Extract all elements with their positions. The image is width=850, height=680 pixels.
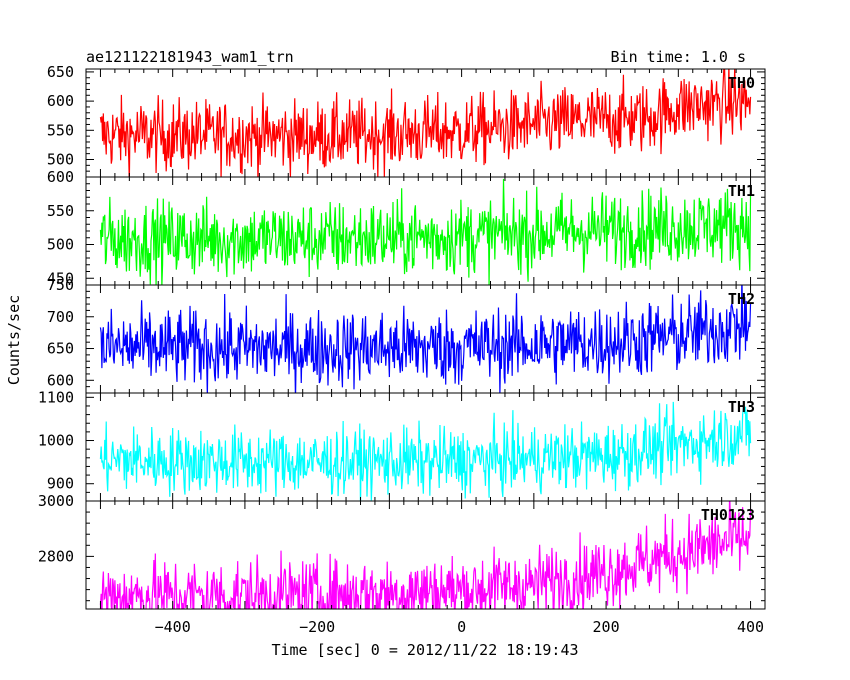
y-tick-label: 550 [47, 202, 74, 220]
y-tick-label: 550 [47, 121, 74, 139]
chart-title: ae121122181943_wam1_trn [86, 48, 294, 66]
x-tick-label: 400 [737, 618, 764, 636]
series-line-th1 [99, 178, 752, 285]
panel-th0: 500 550 600 650 TH0 [47, 63, 766, 178]
panel-label-th3: TH3 [728, 398, 755, 416]
x-axis-label: Time [sec] 0 = 2012/11/22 18:19:43 [271, 641, 578, 659]
y-tick-label: 600 [47, 371, 74, 389]
y-tick-label: 750 [47, 276, 74, 294]
series-line-th3 [99, 401, 752, 501]
y-tick-label: 3000 [38, 492, 74, 510]
y-tick-label: 900 [47, 475, 74, 493]
y-tick-label: 450 [47, 269, 74, 287]
series-line-th2 [99, 285, 752, 393]
y-tick-label: 500 [47, 150, 74, 168]
y-tick-label: 600 [47, 92, 74, 110]
panel-label-th0: TH0 [728, 74, 755, 92]
panel-label-th2: TH2 [728, 290, 755, 308]
panel-th1: 450 500 550 600 TH1 [47, 168, 766, 287]
y-tick-label: 600 [47, 168, 74, 186]
y-tick-label: 500 [47, 236, 74, 254]
y-tick-label: 2800 [38, 547, 74, 565]
y-tick-label: 1100 [38, 388, 74, 406]
x-tick-label: 0 [457, 618, 466, 636]
x-tick-label: −200 [299, 618, 335, 636]
x-tick-label: −400 [155, 618, 191, 636]
panel-frame [85, 500, 766, 610]
panels-group: 500 550 600 650 TH0 450 500 550 600 TH1 600 650 700 7… [38, 63, 766, 610]
y-tick-label: 650 [47, 340, 74, 358]
y-tick-label: 1000 [38, 432, 74, 450]
panel-label-th1: TH1 [728, 182, 755, 200]
x-tick-label: 200 [593, 618, 620, 636]
panel-th3: 900 1000 1100 TH3 [38, 388, 766, 502]
bin-time-label: Bin time: 1.0 s [611, 48, 746, 66]
panel-label-th0123: TH0123 [701, 506, 755, 524]
series-line-th0123 [99, 501, 752, 609]
y-tick-label: 650 [47, 63, 74, 81]
series-line-th0 [99, 69, 752, 177]
y-tick-label: 700 [47, 308, 74, 326]
x-axis: −400 −200 0 200 400 [155, 618, 764, 636]
panel-th0123: 2800 3000 TH0123 [38, 492, 766, 610]
panel-th2: 600 650 700 750 TH2 [47, 276, 766, 394]
y-axis-label: Counts/sec [5, 295, 23, 385]
